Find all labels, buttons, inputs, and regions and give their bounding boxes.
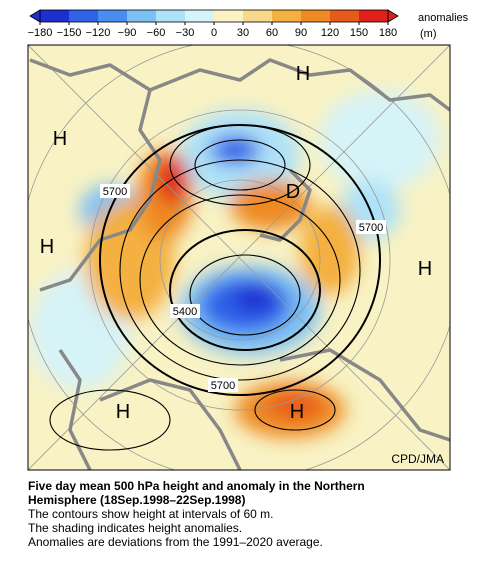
- colorbar-label: 90: [295, 27, 307, 39]
- colorbar-label: 120: [321, 27, 339, 39]
- colorbar-segment: [127, 10, 157, 22]
- contour-label: 5700: [211, 380, 235, 392]
- colorbar-segment: [69, 10, 99, 22]
- map: H H H H H H D 5700 5700 5400 5700 CPD/JM…: [27, 44, 451, 471]
- high-label: H: [40, 236, 54, 258]
- colorbar-label: 0: [211, 27, 217, 39]
- map-area: H H H H H H D 5700 5700 5400 5700 CPD/JM…: [28, 45, 450, 470]
- colorbar-segment: [301, 10, 331, 22]
- credit: CPD/JMA: [391, 452, 444, 466]
- colorbar-label: −60: [147, 27, 166, 39]
- colorbar-segment: [272, 10, 302, 22]
- colorbar-unit: (m): [420, 28, 437, 40]
- colorbar-label: −90: [118, 27, 137, 39]
- colorbar-segment: [185, 10, 215, 22]
- colorbar-segment: [330, 10, 360, 22]
- colorbar-label: −150: [57, 27, 82, 39]
- high-label: H: [290, 401, 304, 423]
- colorbar-segment: [214, 10, 244, 22]
- colorbar-label: 150: [350, 27, 368, 39]
- colorbar-label: 30: [237, 27, 249, 39]
- contour-label: 5700: [103, 186, 127, 198]
- colorbar-label: −180: [28, 27, 53, 39]
- contour-label: 5700: [359, 222, 383, 234]
- caption-line: The contours show height at intervals of…: [28, 507, 274, 521]
- colorbar-segment: [156, 10, 186, 22]
- colorbar-segment: [40, 10, 70, 22]
- colorbar: anomalies (m) −180 −150 −120 −90 −60 −30 0 30 60…: [28, 9, 469, 40]
- high-label: H: [418, 258, 432, 280]
- caption-line: Anomalies are deviations from the 1991–2…: [28, 535, 323, 549]
- colorbar-label: −30: [176, 27, 195, 39]
- caption-title: Hemisphere (18Sep.1998–22Sep.1998): [28, 493, 246, 507]
- colorbar-label: 180: [379, 27, 397, 39]
- colorbar-label: −120: [86, 27, 111, 39]
- caption-line: The shading indicates height anomalies.: [28, 521, 243, 535]
- colorbar-segment: [243, 10, 273, 22]
- high-label: H: [53, 128, 67, 150]
- colorbar-label: 60: [266, 27, 278, 39]
- colorbar-segment: [359, 10, 389, 22]
- high-label: H: [296, 63, 310, 85]
- colorbar-title: anomalies: [418, 12, 469, 24]
- contour-label: 5400: [173, 306, 197, 318]
- high-label: H: [116, 401, 130, 423]
- caption-title: Five day mean 500 hPa height and anomaly…: [28, 479, 365, 493]
- low-label: D: [286, 181, 300, 203]
- colorbar-segment: [98, 10, 128, 22]
